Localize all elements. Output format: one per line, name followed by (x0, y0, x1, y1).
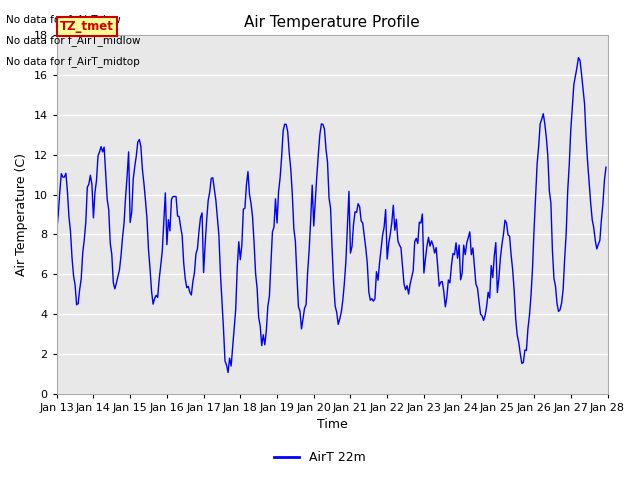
X-axis label: Time: Time (317, 419, 348, 432)
Text: No data for f_AirT_midlow: No data for f_AirT_midlow (6, 35, 141, 46)
Text: No data for f_AirT_low: No data for f_AirT_low (6, 14, 121, 25)
Title: Air Temperature Profile: Air Temperature Profile (244, 15, 420, 30)
Legend: AirT 22m: AirT 22m (269, 446, 371, 469)
Text: No data for f_AirT_midtop: No data for f_AirT_midtop (6, 56, 140, 67)
Text: TZ_tmet: TZ_tmet (60, 20, 114, 33)
Y-axis label: Air Temperature (C): Air Temperature (C) (15, 153, 28, 276)
